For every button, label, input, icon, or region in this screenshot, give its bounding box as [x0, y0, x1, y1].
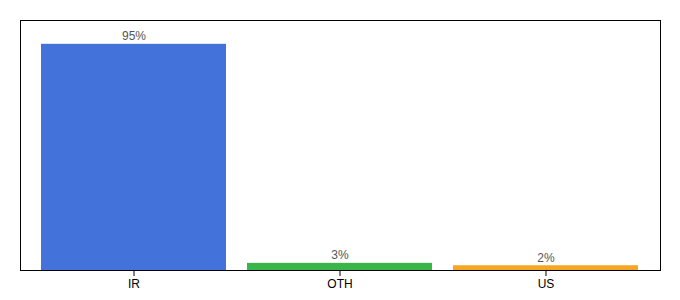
- svg-text:95%: 95%: [122, 29, 146, 43]
- svg-text:2%: 2%: [537, 251, 555, 265]
- svg-text:IR: IR: [128, 277, 140, 291]
- svg-text:OTH: OTH: [327, 277, 352, 291]
- svg-text:3%: 3%: [331, 248, 349, 262]
- svg-text:US: US: [538, 277, 555, 291]
